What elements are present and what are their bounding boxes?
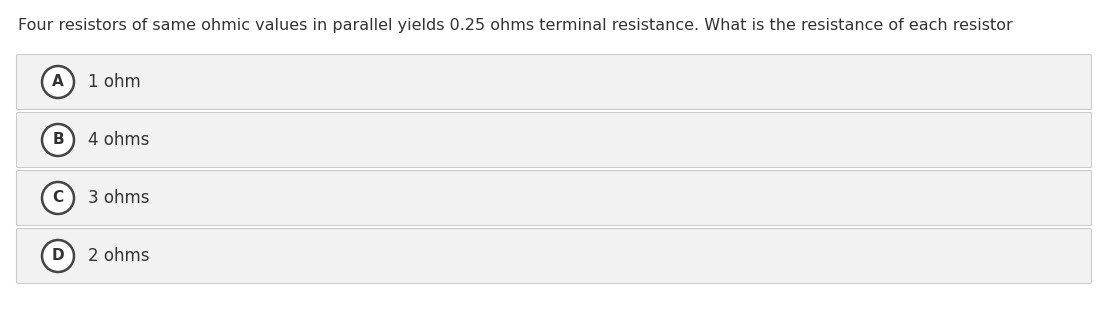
Text: 4 ohms: 4 ohms bbox=[88, 131, 150, 149]
Ellipse shape bbox=[42, 66, 74, 98]
Text: B: B bbox=[52, 132, 64, 148]
Text: A: A bbox=[52, 74, 64, 90]
Ellipse shape bbox=[42, 182, 74, 214]
Text: C: C bbox=[52, 191, 63, 206]
Text: D: D bbox=[52, 249, 64, 264]
Text: 1 ohm: 1 ohm bbox=[88, 73, 141, 91]
FancyBboxPatch shape bbox=[17, 113, 1091, 167]
FancyBboxPatch shape bbox=[17, 55, 1091, 109]
Text: 3 ohms: 3 ohms bbox=[88, 189, 150, 207]
Ellipse shape bbox=[42, 240, 74, 272]
Text: Four resistors of same ohmic values in parallel yields 0.25 ohms terminal resist: Four resistors of same ohmic values in p… bbox=[18, 18, 1013, 33]
Ellipse shape bbox=[42, 124, 74, 156]
Text: 2 ohms: 2 ohms bbox=[88, 247, 150, 265]
FancyBboxPatch shape bbox=[17, 228, 1091, 284]
FancyBboxPatch shape bbox=[17, 170, 1091, 225]
